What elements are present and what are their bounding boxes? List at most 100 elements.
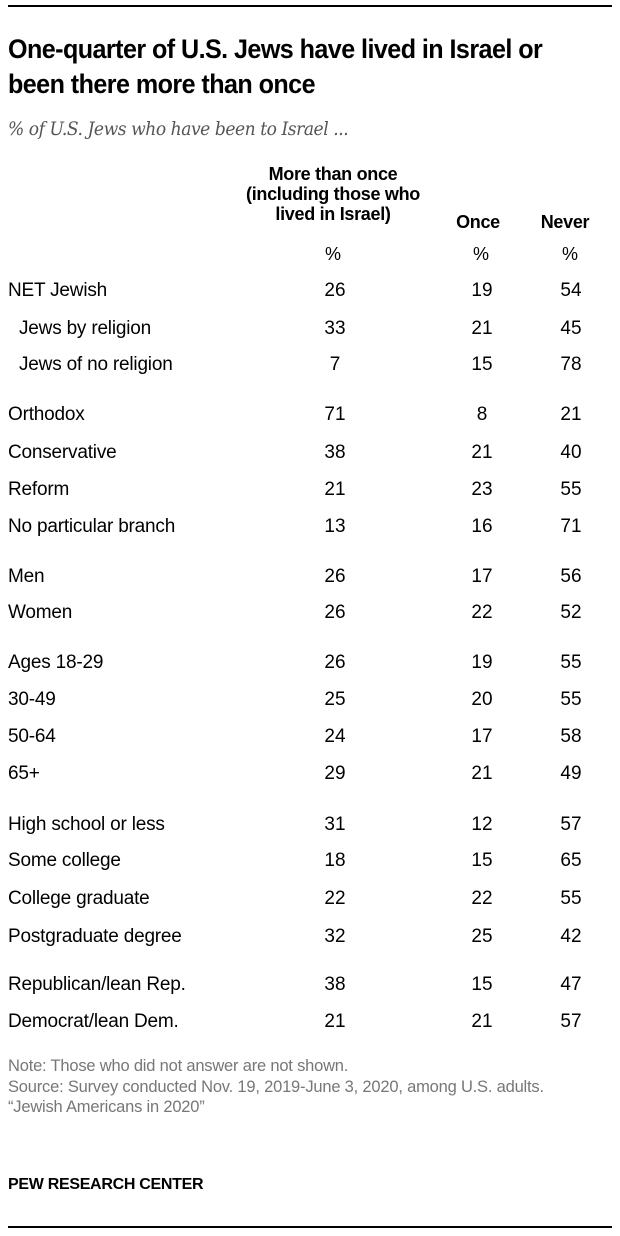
unit-label: % [324, 244, 341, 264]
value-more-than-once: 26 [324, 566, 346, 587]
value-more-than-once: 33 [324, 318, 346, 339]
value-once: 21 [471, 318, 493, 339]
value-more-than-once: 26 [324, 652, 346, 673]
footnotes: Note: Those who did not answer are not s… [8, 1056, 608, 1118]
value-never: 56 [560, 566, 582, 587]
row-label: Women [8, 602, 73, 623]
row-label: Reform [8, 479, 70, 500]
value-more-than-once: 25 [324, 689, 346, 710]
row-label: Orthodox [8, 404, 85, 425]
bottom-rule [8, 1226, 612, 1228]
row-label: 50-64 [8, 726, 56, 747]
value-never: 47 [560, 974, 582, 995]
row-label: NET Jewish [8, 280, 108, 301]
row-label: Democrat/lean Dem. [8, 1011, 179, 1032]
table-row: NET Jewish 26 19 54 [0, 276, 620, 306]
table-row: Conservative 38 21 40 [0, 438, 620, 468]
row-label: Conservative [8, 442, 117, 463]
value-never: 55 [560, 689, 582, 710]
chart-title: One-quarter of U.S. Jews have lived in I… [8, 34, 543, 99]
value-more-than-once: 24 [324, 726, 346, 747]
table-row: College graduate 22 22 55 [0, 884, 620, 914]
row-label: Postgraduate degree [8, 926, 182, 947]
value-never: 21 [560, 404, 582, 425]
value-more-than-once: 71 [324, 404, 346, 425]
value-more-than-once: 22 [324, 888, 346, 909]
unit-label: % [561, 244, 578, 264]
value-never: 54 [560, 280, 582, 301]
value-more-than-once: 31 [324, 814, 346, 835]
value-once: 19 [471, 280, 493, 301]
row-label: Men [8, 566, 45, 587]
value-never: 71 [560, 516, 582, 537]
top-rule [8, 5, 612, 7]
value-once: 20 [471, 689, 493, 710]
value-more-than-once: 38 [324, 442, 346, 463]
value-never: 45 [560, 318, 582, 339]
brand-logo-text: PEW RESEARCH CENTER [8, 1176, 204, 1193]
value-more-than-once: 21 [324, 479, 346, 500]
report-title: “Jewish Americans in 2020” [8, 1098, 205, 1116]
row-label: Republican/lean Rep. [8, 974, 186, 995]
value-once: 23 [471, 479, 493, 500]
row-label: High school or less [8, 814, 165, 835]
table-row: 50-64 24 17 58 [0, 722, 620, 752]
value-once: 12 [471, 814, 493, 835]
table-row: Orthodox 71 8 21 [0, 400, 620, 430]
column-header-more-than-once: More than once (including those who live… [246, 164, 420, 224]
value-never: 65 [560, 850, 582, 871]
value-once: 21 [471, 1011, 493, 1032]
row-label: No particular branch [8, 516, 176, 537]
row-label: 65+ [8, 763, 40, 784]
row-label: Ages 18-29 [8, 652, 104, 673]
table-row: Democrat/lean Dem. 21 21 57 [0, 1007, 620, 1037]
value-once: 15 [471, 354, 493, 375]
value-once: 15 [471, 850, 493, 871]
column-header-never: Never [540, 212, 590, 232]
value-more-than-once: 26 [324, 602, 346, 623]
value-once: 21 [471, 763, 493, 784]
value-never: 55 [560, 888, 582, 909]
table-row: Men 26 17 56 [0, 562, 620, 592]
value-once: 21 [471, 442, 493, 463]
value-once: 25 [471, 926, 493, 947]
unit-label: % [472, 244, 489, 264]
table-row: 30-49 25 20 55 [0, 685, 620, 715]
table-row: Jews by religion 33 21 45 [0, 314, 620, 344]
value-more-than-once: 21 [324, 1011, 346, 1032]
value-once: 17 [471, 566, 493, 587]
value-never: 52 [560, 602, 582, 623]
value-once: 17 [471, 726, 493, 747]
value-never: 55 [560, 479, 582, 500]
table-row: Postgraduate degree 32 25 42 [0, 922, 620, 952]
value-never: 55 [560, 652, 582, 673]
row-label: Jews of no religion [19, 354, 173, 375]
row-label: 30-49 [8, 689, 56, 710]
value-more-than-once: 18 [324, 850, 346, 871]
value-more-than-once: 29 [324, 763, 346, 784]
value-never: 40 [560, 442, 582, 463]
value-more-than-once: 38 [324, 974, 346, 995]
row-label: Jews by religion [19, 318, 151, 339]
row-label: Some college [8, 850, 121, 871]
value-more-than-once: 32 [324, 926, 346, 947]
table-row: No particular branch 13 16 71 [0, 512, 620, 542]
table-row: Jews of no religion 7 15 78 [0, 350, 620, 380]
value-never: 42 [560, 926, 582, 947]
value-once: 19 [471, 652, 493, 673]
chart-subtitle: % of U.S. Jews who have been to Israel .… [8, 118, 349, 140]
value-never: 49 [560, 763, 582, 784]
value-never: 57 [560, 1011, 582, 1032]
source-text: Source: Survey conducted Nov. 19, 2019-J… [8, 1077, 544, 1096]
value-once: 22 [471, 888, 493, 909]
table-row: Reform 21 23 55 [0, 475, 620, 505]
table-row: Women 26 22 52 [0, 598, 620, 628]
value-once: 15 [471, 974, 493, 995]
column-header-once: Once [456, 212, 500, 232]
value-more-than-once: 7 [329, 354, 341, 375]
value-more-than-once: 13 [324, 516, 346, 537]
value-more-than-once: 26 [324, 280, 346, 301]
value-once: 8 [476, 404, 488, 425]
value-once: 16 [471, 516, 493, 537]
note-text: Note: Those who did not answer are not s… [8, 1057, 349, 1075]
